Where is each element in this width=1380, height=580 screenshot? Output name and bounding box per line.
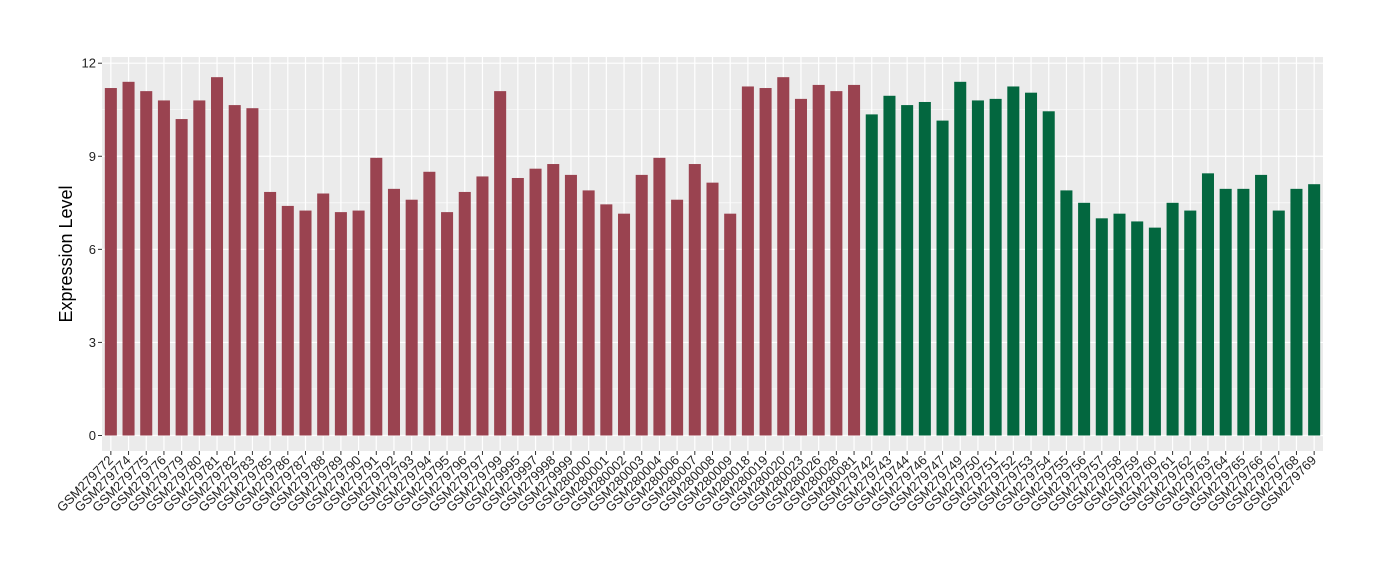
bar — [564, 174, 577, 436]
y-tick-label: 0 — [89, 428, 96, 443]
bar — [936, 120, 949, 436]
bar — [1237, 188, 1250, 436]
bar — [1201, 173, 1214, 436]
bar — [441, 212, 454, 436]
bar — [759, 88, 772, 436]
bar — [299, 210, 312, 436]
y-tick-label: 9 — [89, 149, 96, 164]
bar — [281, 205, 294, 436]
bar — [671, 199, 684, 436]
bar — [883, 95, 896, 436]
bar — [140, 91, 153, 436]
bar — [1025, 92, 1038, 436]
bar — [582, 190, 595, 436]
bar — [547, 164, 560, 436]
bar — [246, 108, 259, 436]
bar — [264, 191, 277, 436]
bar — [777, 77, 790, 436]
bar — [476, 176, 489, 436]
bar — [1148, 227, 1161, 436]
bar — [370, 157, 383, 436]
bar — [1219, 188, 1232, 436]
bar — [1060, 190, 1073, 436]
bar — [794, 98, 807, 436]
bar — [989, 98, 1002, 436]
bar — [1184, 210, 1197, 436]
bar — [157, 100, 170, 436]
bar — [1113, 213, 1126, 436]
bar — [618, 213, 631, 436]
y-tick-label: 6 — [89, 242, 96, 257]
bar — [830, 91, 843, 436]
bar — [175, 119, 188, 436]
bar — [352, 210, 365, 436]
bar — [848, 84, 861, 436]
bar — [458, 191, 471, 436]
bar — [494, 91, 507, 436]
bar — [600, 204, 613, 436]
y-axis-title: Expression Level — [56, 185, 76, 322]
bar — [228, 105, 241, 436]
bar — [122, 81, 135, 436]
bar — [865, 114, 878, 436]
bar — [1078, 202, 1091, 436]
bar — [635, 174, 648, 436]
bar — [741, 86, 754, 436]
bar — [901, 105, 914, 436]
bar — [706, 182, 719, 436]
bar — [1308, 184, 1321, 436]
bar — [211, 77, 224, 436]
bar — [918, 101, 931, 436]
bar — [317, 193, 330, 436]
bar — [1290, 188, 1303, 436]
bar — [334, 212, 347, 436]
bar — [104, 88, 117, 436]
bar — [1007, 86, 1020, 436]
y-tick-label: 3 — [89, 335, 96, 350]
bar — [387, 188, 400, 436]
bar — [1095, 218, 1108, 436]
bar — [511, 177, 524, 436]
bar — [405, 199, 418, 436]
bar — [954, 81, 967, 436]
y-tick-label: 12 — [82, 56, 96, 71]
bar — [1272, 210, 1285, 436]
bar — [1255, 174, 1268, 436]
bar — [971, 100, 984, 436]
bar — [812, 84, 825, 436]
bars — [104, 77, 1321, 436]
y-axis: 0 3 6 9 12 — [82, 56, 102, 443]
bar — [193, 100, 206, 436]
bar — [653, 157, 666, 436]
bar — [1042, 111, 1055, 436]
bar — [688, 164, 701, 436]
bar — [724, 213, 737, 436]
bar — [529, 168, 542, 436]
bar — [1166, 202, 1179, 436]
bar — [423, 171, 436, 436]
x-axis: GSM279772GSM279774GSM279775GSM279776GSM2… — [54, 451, 1319, 515]
bar — [1131, 221, 1144, 436]
